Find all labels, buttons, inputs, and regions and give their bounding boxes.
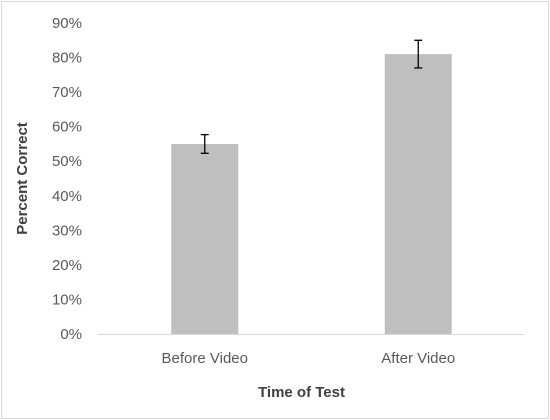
y-axis-title: Percent Correct xyxy=(14,122,31,235)
y-tick-label: 80% xyxy=(52,50,82,67)
bar xyxy=(384,54,452,334)
y-tick-label: 10% xyxy=(52,291,82,308)
y-tick-labels: 0% 10% 20% 30% 40% 50% 60% 70% 80% 90% xyxy=(52,15,82,343)
x-tick-label: After Video xyxy=(381,350,455,367)
y-tick-label: 90% xyxy=(52,15,82,32)
error-bar xyxy=(414,39,423,69)
bar xyxy=(171,143,239,334)
y-tick-label: 0% xyxy=(60,326,82,343)
y-tick-label: 30% xyxy=(52,222,82,239)
error-bars xyxy=(200,39,423,154)
x-tick-label: Before Video xyxy=(162,350,248,367)
error-bar xyxy=(200,133,209,154)
bars xyxy=(171,54,452,334)
x-tick-labels: Before Video After Video xyxy=(162,350,456,367)
y-tick-label: 20% xyxy=(52,257,82,274)
y-tick-label: 40% xyxy=(52,188,82,205)
y-tick-label: 60% xyxy=(52,119,82,136)
y-tick-label: 50% xyxy=(52,153,82,170)
x-axis-title: Time of Test xyxy=(258,384,345,401)
y-tick-label: 70% xyxy=(52,84,82,101)
